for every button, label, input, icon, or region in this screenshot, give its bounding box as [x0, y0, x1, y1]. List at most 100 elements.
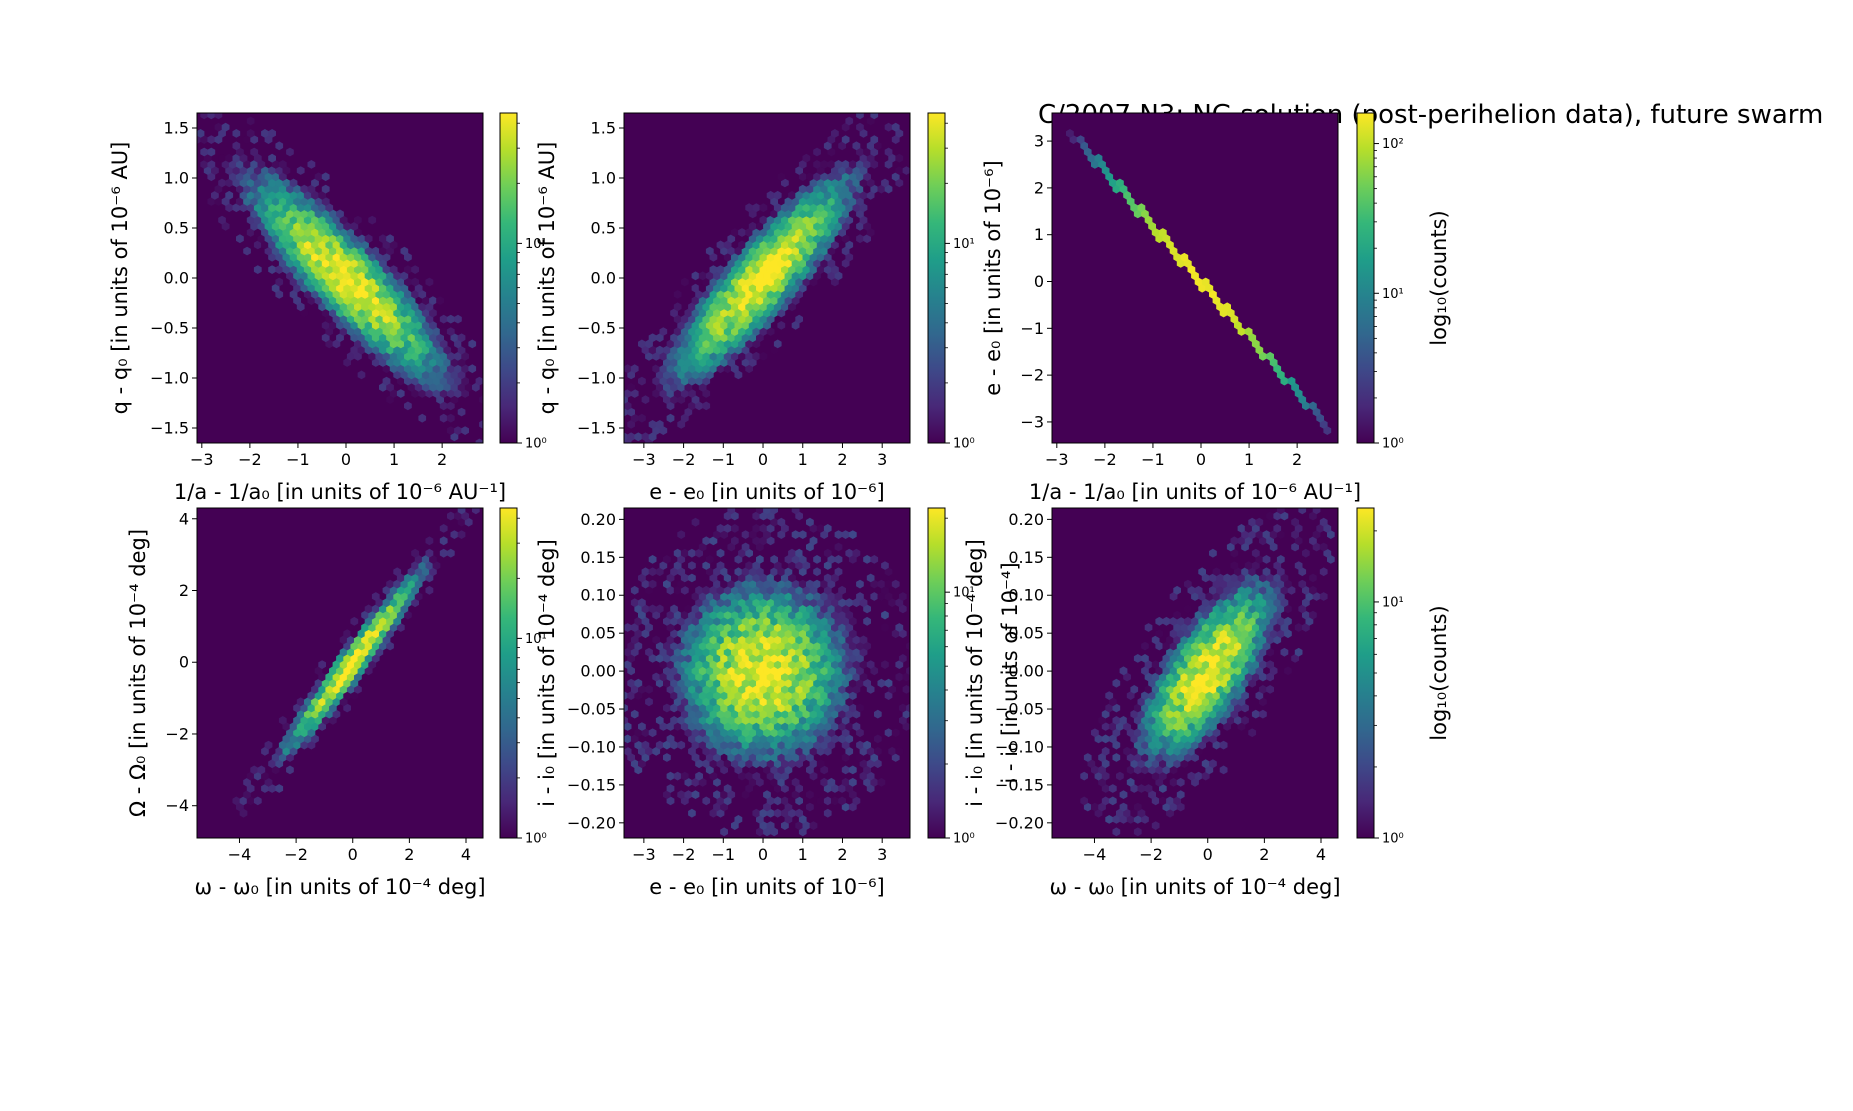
hexbin-cell [454, 351, 462, 361]
hexbin-cell [831, 672, 839, 682]
hexbin-cell [1298, 604, 1307, 614]
hexbin-cell [1091, 765, 1099, 775]
hexbin-cell [727, 790, 736, 799]
hexbin-cell [866, 116, 875, 126]
hexbin-cell [773, 685, 782, 694]
hexbin-cell [695, 635, 703, 645]
hexbin-cell [788, 647, 796, 657]
hexbin-cell [695, 302, 703, 312]
hexbin-cell [666, 722, 675, 731]
hexbin-cell [677, 370, 686, 380]
hexbin-cell [673, 722, 682, 731]
hexbin-cell [727, 703, 736, 713]
hexbin-cell [831, 190, 839, 200]
hexbin-cell [709, 327, 718, 336]
hexbin-cell [841, 666, 850, 676]
hexbin-cell [781, 647, 789, 657]
hexbin-cell [336, 221, 344, 231]
hexbin-cell [673, 561, 682, 570]
hexbin-cell [745, 734, 753, 744]
hexbin-cell [641, 616, 650, 626]
hexbin-cell [741, 666, 750, 676]
hexbin-cell [624, 703, 628, 713]
hexbin-cell [720, 827, 728, 837]
hexbin-cell [731, 314, 739, 324]
hexbin-cell [307, 728, 316, 738]
hexbin-cell [763, 592, 771, 601]
hexbin-cell [677, 740, 686, 750]
hexbin-cell [673, 327, 682, 336]
hexbin-cell [777, 703, 786, 713]
hexbin-cell [716, 759, 725, 769]
hexbin-cell [1216, 623, 1224, 632]
hexbin-cell [1276, 616, 1285, 626]
hexbin-cell [648, 345, 657, 355]
hexbin-cell [400, 246, 409, 256]
hexbin-cell [731, 511, 739, 521]
hexbin-cell [813, 592, 821, 601]
hexbin-cell [624, 699, 625, 705]
hexbin-cell [770, 753, 778, 762]
hexbin-cell [1198, 283, 1206, 293]
hexbin-cell [336, 296, 344, 305]
hexbin-cell [1205, 678, 1214, 688]
hexbin-cell [414, 333, 423, 343]
hexbin-cell [1148, 716, 1156, 725]
hexbin-cell [371, 321, 380, 330]
hexbin-cell [1184, 703, 1192, 713]
hexbin-cell [759, 709, 768, 719]
hexbin-cell [716, 327, 725, 336]
hexbin-cell [788, 561, 796, 570]
hexbin-cell [752, 339, 761, 349]
hexbin-cell [1148, 740, 1156, 750]
hexbin-cell [788, 203, 796, 213]
hexbin-cell [770, 691, 778, 700]
hexbin-cell [670, 641, 678, 651]
y-tick-label: 0.10 [580, 586, 616, 605]
hexbin-cell [866, 573, 875, 583]
hexbin-cell [432, 351, 441, 361]
hexbin-cell [863, 604, 871, 614]
hexbin-cell [361, 339, 369, 349]
hexbin-cell [411, 339, 419, 349]
hexbin-cell [745, 771, 753, 781]
hexbin-cell [1130, 759, 1139, 769]
hexbin-cell [1216, 573, 1224, 583]
hexbin-cell [218, 104, 226, 113]
hexbin-cell [638, 339, 646, 349]
hexbin-cell [784, 765, 793, 775]
hexbin-cell [321, 321, 330, 330]
x-tick-label: 2 [1292, 450, 1302, 469]
colorbar-tick-label: 10² [1382, 137, 1404, 152]
hexbin-cell [630, 734, 639, 744]
hexbin-cell [630, 685, 639, 694]
hexbin-cell [788, 672, 796, 682]
hexbin-cell [641, 432, 650, 442]
hexbin-cell [250, 172, 259, 182]
hexbin-cell [705, 358, 714, 367]
hexbin-cell [400, 604, 409, 614]
hexbin-cell [339, 252, 348, 262]
hexbin-cell [766, 190, 775, 200]
hexbin-cell [727, 579, 736, 589]
hexbin-cell [375, 647, 384, 657]
hexbin-cell [396, 364, 405, 374]
hexbin-cell [741, 728, 750, 738]
hexbin-cell [1316, 413, 1324, 423]
hexbin-cell [773, 302, 782, 312]
hexbin-cell [713, 604, 721, 614]
hexbin-cell [1298, 508, 1307, 515]
hexbin-cell [838, 190, 846, 200]
hexbin-cell [1130, 808, 1139, 818]
hexbin-cell [731, 339, 739, 349]
hexbin-cell [314, 221, 323, 231]
hexbin-cell [339, 265, 348, 274]
hexbin-cell [809, 178, 818, 188]
hexbin-cell [318, 240, 326, 250]
hexbin-cell [698, 370, 707, 380]
hexbin-cell [870, 147, 879, 157]
hexbin-cell [278, 184, 287, 194]
hexbin-cell [731, 585, 739, 595]
